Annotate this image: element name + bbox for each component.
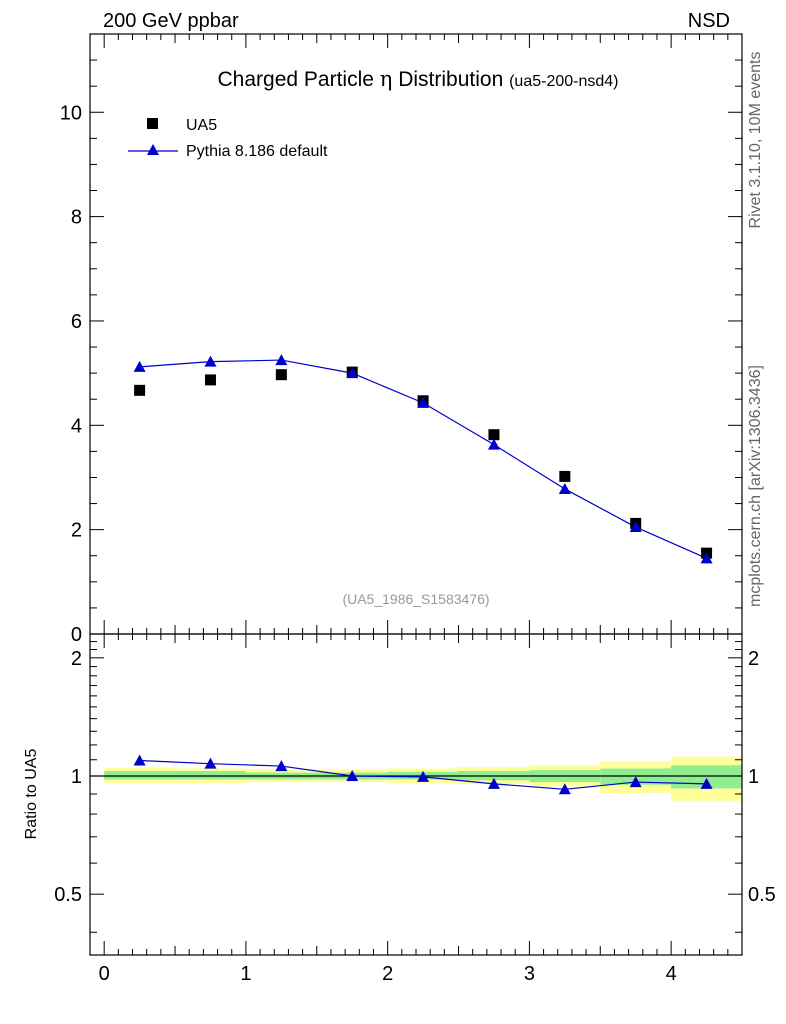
ratio-pythia-point	[346, 770, 359, 782]
axis-ticks	[90, 33, 743, 955]
data-marks	[133, 354, 713, 795]
ratio-xtick-label: 1	[240, 963, 251, 985]
main-ytick-label: 6	[71, 311, 82, 333]
side-text-top: Rivet 3.1.10, 10M events	[747, 52, 764, 229]
ratio-ytick-label-right: 0.5	[748, 884, 776, 906]
ua5-point	[134, 384, 146, 396]
ratio-xtick-label: 2	[382, 963, 393, 985]
ratio-pythia-point	[275, 760, 288, 772]
pythia-point	[133, 360, 146, 372]
ua5-point	[559, 470, 571, 482]
title-tag: (ua5-200-nsd4)	[509, 73, 618, 90]
ua5-point	[204, 374, 216, 386]
main-ytick-label: 10	[60, 102, 82, 124]
analysis-id: (UA5_1986_S1583476)	[342, 591, 489, 607]
pythia-point	[417, 396, 430, 408]
pythia-point	[558, 482, 571, 494]
pythia-point	[487, 438, 500, 450]
ratio-ytick-label: 1	[71, 766, 82, 788]
pythia-point	[346, 367, 359, 379]
pythia-line	[139, 359, 707, 559]
pythia-point	[275, 354, 288, 366]
title-suffix: Distribution	[398, 68, 503, 91]
main-ytick-label: 0	[71, 624, 82, 646]
ua5-point	[488, 429, 500, 441]
title-symbol: η	[380, 67, 393, 91]
ratio-ytick-label-right: 1	[748, 766, 759, 788]
band-inner-1	[175, 770, 246, 780]
pythia-point	[700, 552, 713, 564]
ratio-ytick-label-right: 2	[748, 648, 759, 670]
legend-ua5-label: UA5	[186, 117, 217, 134]
ratio-pythia-point	[700, 777, 713, 789]
main-ytick-label: 4	[71, 415, 82, 437]
ratio-ylabel: Ratio to UA5	[23, 749, 40, 840]
band-inner-8	[671, 765, 742, 789]
ratio-ytick-label: 2	[71, 648, 82, 670]
side-text-bottom: mcplots.cern.ch [arXiv:1306.3436]	[747, 365, 764, 607]
ratio-ytick-label: 0.5	[54, 884, 82, 906]
header-left: 200 GeV ppbar	[103, 10, 239, 32]
ratio-xtick-label: 3	[524, 963, 535, 985]
ratio-pythia-point	[558, 783, 571, 795]
main-ytick-label: 2	[71, 520, 82, 542]
ratio-xtick-label: 4	[666, 963, 677, 985]
pythia-point	[204, 355, 217, 367]
main-title: Charged Particle η Distribution (ua5-200…	[218, 67, 619, 91]
ratio-pythia-point	[629, 776, 642, 788]
ratio-pythia-point	[417, 770, 430, 782]
band-inner-0	[104, 770, 176, 780]
legend-ua5-marker	[147, 118, 158, 129]
main-ytick-label: 8	[71, 207, 82, 229]
title-main: Charged Particle	[218, 68, 374, 91]
pythia-point	[629, 521, 642, 533]
legend-pythia-marker	[147, 144, 159, 155]
ua5-point	[275, 369, 287, 381]
ratio-pythia-point	[133, 754, 146, 766]
legend-pythia-label: Pythia 8.186 default	[186, 143, 328, 160]
ratio-plot-frame	[89, 633, 743, 956]
ratio-pythia-point	[204, 757, 217, 769]
header-right: NSD	[688, 10, 730, 32]
legend: UA5 Pythia 8.186 default	[128, 117, 328, 160]
ratio-pythia-point	[487, 777, 500, 789]
ratio-xtick-label: 0	[99, 963, 110, 985]
